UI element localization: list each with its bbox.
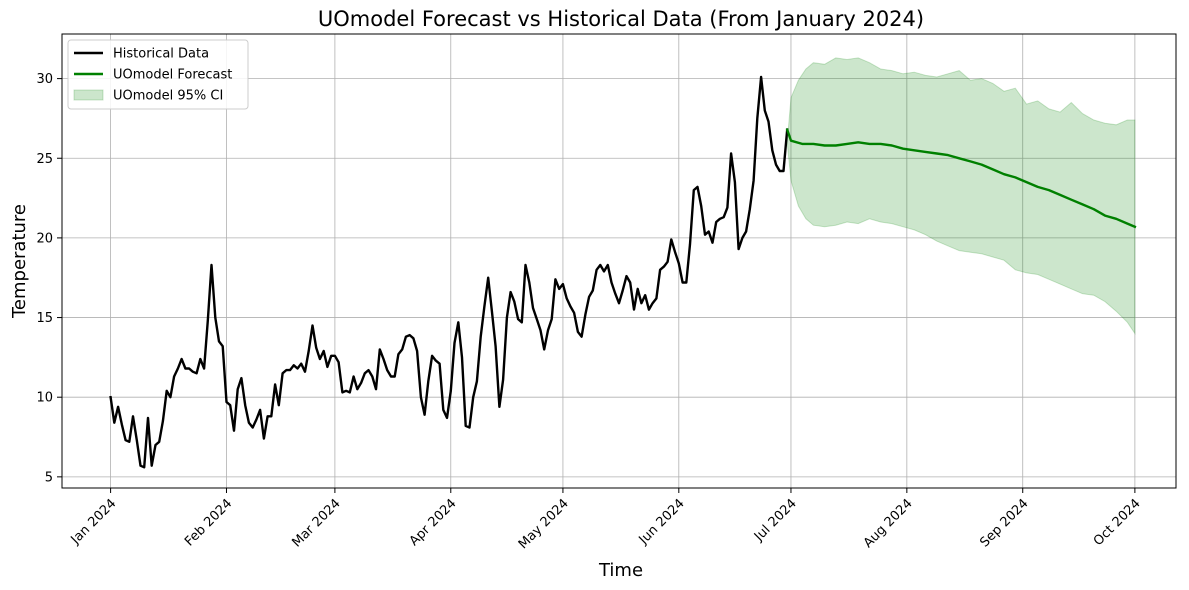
legend: Historical Data UOmodel Forecast UOmodel 9… bbox=[67, 39, 249, 110]
y-axis-ticks: 5 10 15 20 25 30 bbox=[36, 72, 62, 485]
x-tick-label: Apr 2024 bbox=[407, 496, 460, 549]
y-tick-label: 20 bbox=[36, 231, 53, 246]
series-line-forecast bbox=[785, 128, 1137, 229]
x-tick-label: Feb 2024 bbox=[182, 496, 235, 549]
legend-label: Historical Data bbox=[113, 47, 209, 62]
x-tick-label: Jul 2024 bbox=[751, 496, 800, 545]
plot-frame bbox=[61, 33, 1177, 489]
legend-item-historical: Historical Data bbox=[74, 47, 209, 62]
y-tick-label: 25 bbox=[36, 152, 53, 167]
confidence-band-layer bbox=[786, 57, 1136, 336]
x-tick-label: Jan 2024 bbox=[68, 496, 120, 548]
x-axis-title: Time bbox=[598, 560, 643, 581]
x-tick-label: Mar 2024 bbox=[289, 496, 343, 550]
chart-title: UOmodel Forecast vs Historical Data (Fro… bbox=[318, 7, 924, 31]
series-layer bbox=[109, 75, 1137, 469]
confidence-band-area bbox=[786, 57, 1136, 336]
legend-swatch bbox=[73, 89, 104, 101]
legend-item-forecast: UOmodel Forecast bbox=[74, 68, 232, 83]
series-line-historical bbox=[109, 75, 789, 469]
x-axis-ticks: Jan 2024 Feb 2024 Mar 2024 Apr 2024 May 2024… bbox=[68, 488, 1144, 552]
legend-label: UOmodel Forecast bbox=[113, 68, 232, 83]
x-tick-label: May 2024 bbox=[516, 496, 572, 552]
y-tick-label: 10 bbox=[36, 391, 53, 406]
y-tick-label: 15 bbox=[36, 311, 53, 326]
y-axis-title: Temperature bbox=[9, 204, 30, 319]
x-tick-label: Jun 2024 bbox=[636, 496, 688, 548]
legend-box bbox=[67, 39, 249, 110]
y-tick-label: 5 bbox=[45, 470, 53, 485]
x-tick-label: Aug 2024 bbox=[861, 496, 916, 551]
legend-label: UOmodel 95% CI bbox=[113, 89, 223, 104]
y-tick-label: 30 bbox=[36, 72, 53, 87]
legend-item-ci: UOmodel 95% CI bbox=[73, 89, 223, 104]
x-tick-label: Oct 2024 bbox=[1091, 496, 1144, 549]
x-tick-label: Sep 2024 bbox=[977, 496, 1031, 550]
